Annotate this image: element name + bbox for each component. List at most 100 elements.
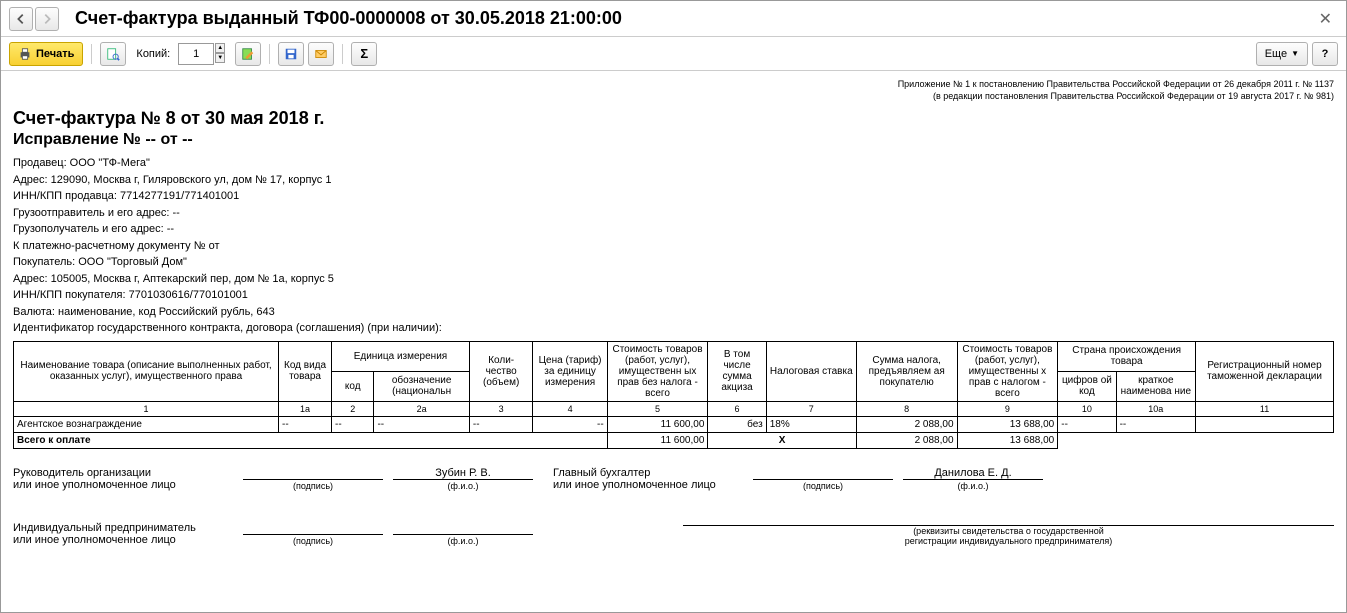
head-sign-slot: [243, 467, 383, 480]
cell-price: --: [533, 416, 607, 432]
edit-icon: [241, 47, 255, 61]
more-label: Еще: [1265, 48, 1287, 60]
cell-sum-notax: 11 600,00: [607, 416, 708, 432]
cell-rate: 18%: [766, 416, 856, 432]
legal-line-2: (в редакции постановления Правительства …: [13, 91, 1334, 103]
info-paydoc: К платежно-расчетному документу № от: [13, 238, 1334, 255]
sum-button[interactable]: Σ: [351, 42, 377, 66]
cell-country-name: --: [1116, 416, 1196, 432]
info-buyer-inn: ИНН/КПП покупателя: 7701030616/770101001: [13, 287, 1334, 304]
edit-button[interactable]: [235, 42, 261, 66]
copies-spinner[interactable]: ▲▼: [215, 43, 225, 65]
acct-name: Данилова Е. Д.: [903, 467, 1043, 480]
floppy-icon: [284, 47, 298, 61]
document-area: Приложение № 1 к постановлению Правитель…: [1, 71, 1346, 612]
col-tax: Сумма налога, предъявляем ая покупателю: [856, 341, 957, 401]
cell-country-code: --: [1058, 416, 1116, 432]
question-icon: ?: [1322, 48, 1329, 60]
fio-caption: (ф.и.о.): [958, 481, 989, 491]
ip-label: Индивидуальный предприниматель или иное …: [13, 522, 233, 546]
ip-name-slot: [393, 522, 533, 535]
ip-caption: (реквизиты свидетельства о государственн…: [905, 526, 1113, 546]
legal-line-1: Приложение № 1 к постановлению Правитель…: [13, 79, 1334, 91]
nav-arrows: [9, 7, 59, 31]
info-seller-addr: Адрес: 129090, Москва г, Гиляровского ул…: [13, 172, 1334, 189]
forward-button[interactable]: [35, 7, 59, 31]
copies-label: Копий:: [136, 48, 170, 60]
info-contract: Идентификатор государственного контракта…: [13, 320, 1334, 337]
cell-decl: [1196, 416, 1334, 432]
info-buyer: Покупатель: ООО "Торговый Дом": [13, 254, 1334, 271]
cell-name: Агентское вознаграждение: [14, 416, 279, 432]
help-button[interactable]: ?: [1312, 42, 1338, 66]
legal-note: Приложение № 1 к постановлению Правитель…: [13, 79, 1334, 102]
acct-sign-slot: [753, 467, 893, 480]
column-number-row: 1 1а 2 2а 3 4 5 6 7 8 9 10 10а 11: [14, 401, 1334, 416]
info-currency: Валюта: наименование, код Российский руб…: [13, 304, 1334, 321]
save-button[interactable]: [278, 42, 304, 66]
head-label: Руководитель организации или иное уполно…: [13, 467, 233, 491]
window-root: Счет-фактура выданный ТФ00-0000008 от 30…: [0, 0, 1347, 613]
toolbar-separator: [342, 44, 343, 64]
ip-req-slot: [683, 513, 1334, 526]
cell-sum-tax: 13 688,00: [957, 416, 1058, 432]
titlebar: Счет-фактура выданный ТФ00-0000008 от 30…: [1, 1, 1346, 37]
email-button[interactable]: [308, 42, 334, 66]
chevron-down-icon: ▼: [1291, 49, 1299, 58]
col-unit-name: обозначение (национальн: [374, 371, 469, 401]
doc-subtitle: Исправление № -- от --: [13, 131, 1334, 149]
acct-label: Главный бухгалтер или иное уполномоченно…: [553, 467, 743, 491]
ip-sign-slot: [243, 522, 383, 535]
col-kind: Код вида товара: [279, 341, 332, 401]
print-button[interactable]: Печать: [9, 42, 83, 66]
head-name: Зубин Р. В.: [393, 467, 533, 480]
info-consignee: Грузополучатель и его адрес: --: [13, 221, 1334, 238]
col-sum-tax: Стоимость товаров (работ, услуг), имущес…: [957, 341, 1058, 401]
col-decl: Регистрационный номер таможенной деклара…: [1196, 341, 1334, 401]
total-sum-notax: 11 600,00: [607, 432, 708, 448]
info-seller: Продавец: ООО "ТФ-Мега": [13, 155, 1334, 172]
sig-caption: (подпись): [293, 481, 333, 491]
cell-unit-name: --: [374, 416, 469, 432]
col-excise: В том числе сумма акциза: [708, 341, 766, 401]
info-buyer-addr: Адрес: 105005, Москва г, Аптекарский пер…: [13, 271, 1334, 288]
envelope-icon: [314, 47, 328, 61]
signature-block: Руководитель организации или иное уполно…: [13, 467, 1334, 546]
close-button[interactable]: ✕: [1313, 9, 1338, 29]
arrow-right-icon: [40, 12, 54, 26]
total-sum-tax: 13 688,00: [957, 432, 1058, 448]
sig-caption: (подпись): [293, 536, 333, 546]
total-row: Всего к оплате 11 600,00 Х 2 088,00 13 6…: [14, 432, 1334, 448]
info-shipper: Грузоотправитель и его адрес: --: [13, 205, 1334, 222]
copies-input[interactable]: 1: [178, 43, 214, 65]
more-button[interactable]: Еще ▼: [1256, 42, 1308, 66]
sig-caption: (подпись): [803, 481, 843, 491]
window-title: Счет-фактура выданный ТФ00-0000008 от 30…: [75, 8, 1313, 29]
col-price: Цена (тариф) за единицу измерения: [533, 341, 607, 401]
cell-qty: --: [469, 416, 533, 432]
fio-caption: (ф.и.о.): [448, 536, 479, 546]
col-name: Наименование товара (описание выполненны…: [14, 341, 279, 401]
invoice-table: Наименование товара (описание выполненны…: [13, 341, 1334, 449]
preview-button[interactable]: [100, 42, 126, 66]
col-sum-notax: Стоимость товаров (работ, услуг), имущес…: [607, 341, 708, 401]
toolbar-separator: [91, 44, 92, 64]
col-country-code: цифров ой код: [1058, 371, 1116, 401]
col-country-group: Страна происхождения товара: [1058, 341, 1196, 371]
table-row: Агентское вознаграждение -- -- -- -- -- …: [14, 416, 1334, 432]
back-button[interactable]: [9, 7, 33, 31]
col-rate: Налоговая ставка: [766, 341, 856, 401]
total-tax: 2 088,00: [856, 432, 957, 448]
col-unit-code: код: [332, 371, 374, 401]
doc-title: Счет-фактура № 8 от 30 мая 2018 г.: [13, 108, 1334, 129]
printer-icon: [18, 47, 32, 61]
fio-caption: (ф.и.о.): [448, 481, 479, 491]
arrow-left-icon: [14, 12, 28, 26]
cell-excise: без: [708, 416, 766, 432]
sigma-icon: Σ: [360, 46, 368, 61]
cell-tax: 2 088,00: [856, 416, 957, 432]
col-country-name: краткое наименова ние: [1116, 371, 1196, 401]
print-label: Печать: [36, 48, 74, 60]
total-x: Х: [708, 432, 856, 448]
toolbar: Печать Копий: 1 ▲▼ Σ Еще ▼ ?: [1, 37, 1346, 71]
